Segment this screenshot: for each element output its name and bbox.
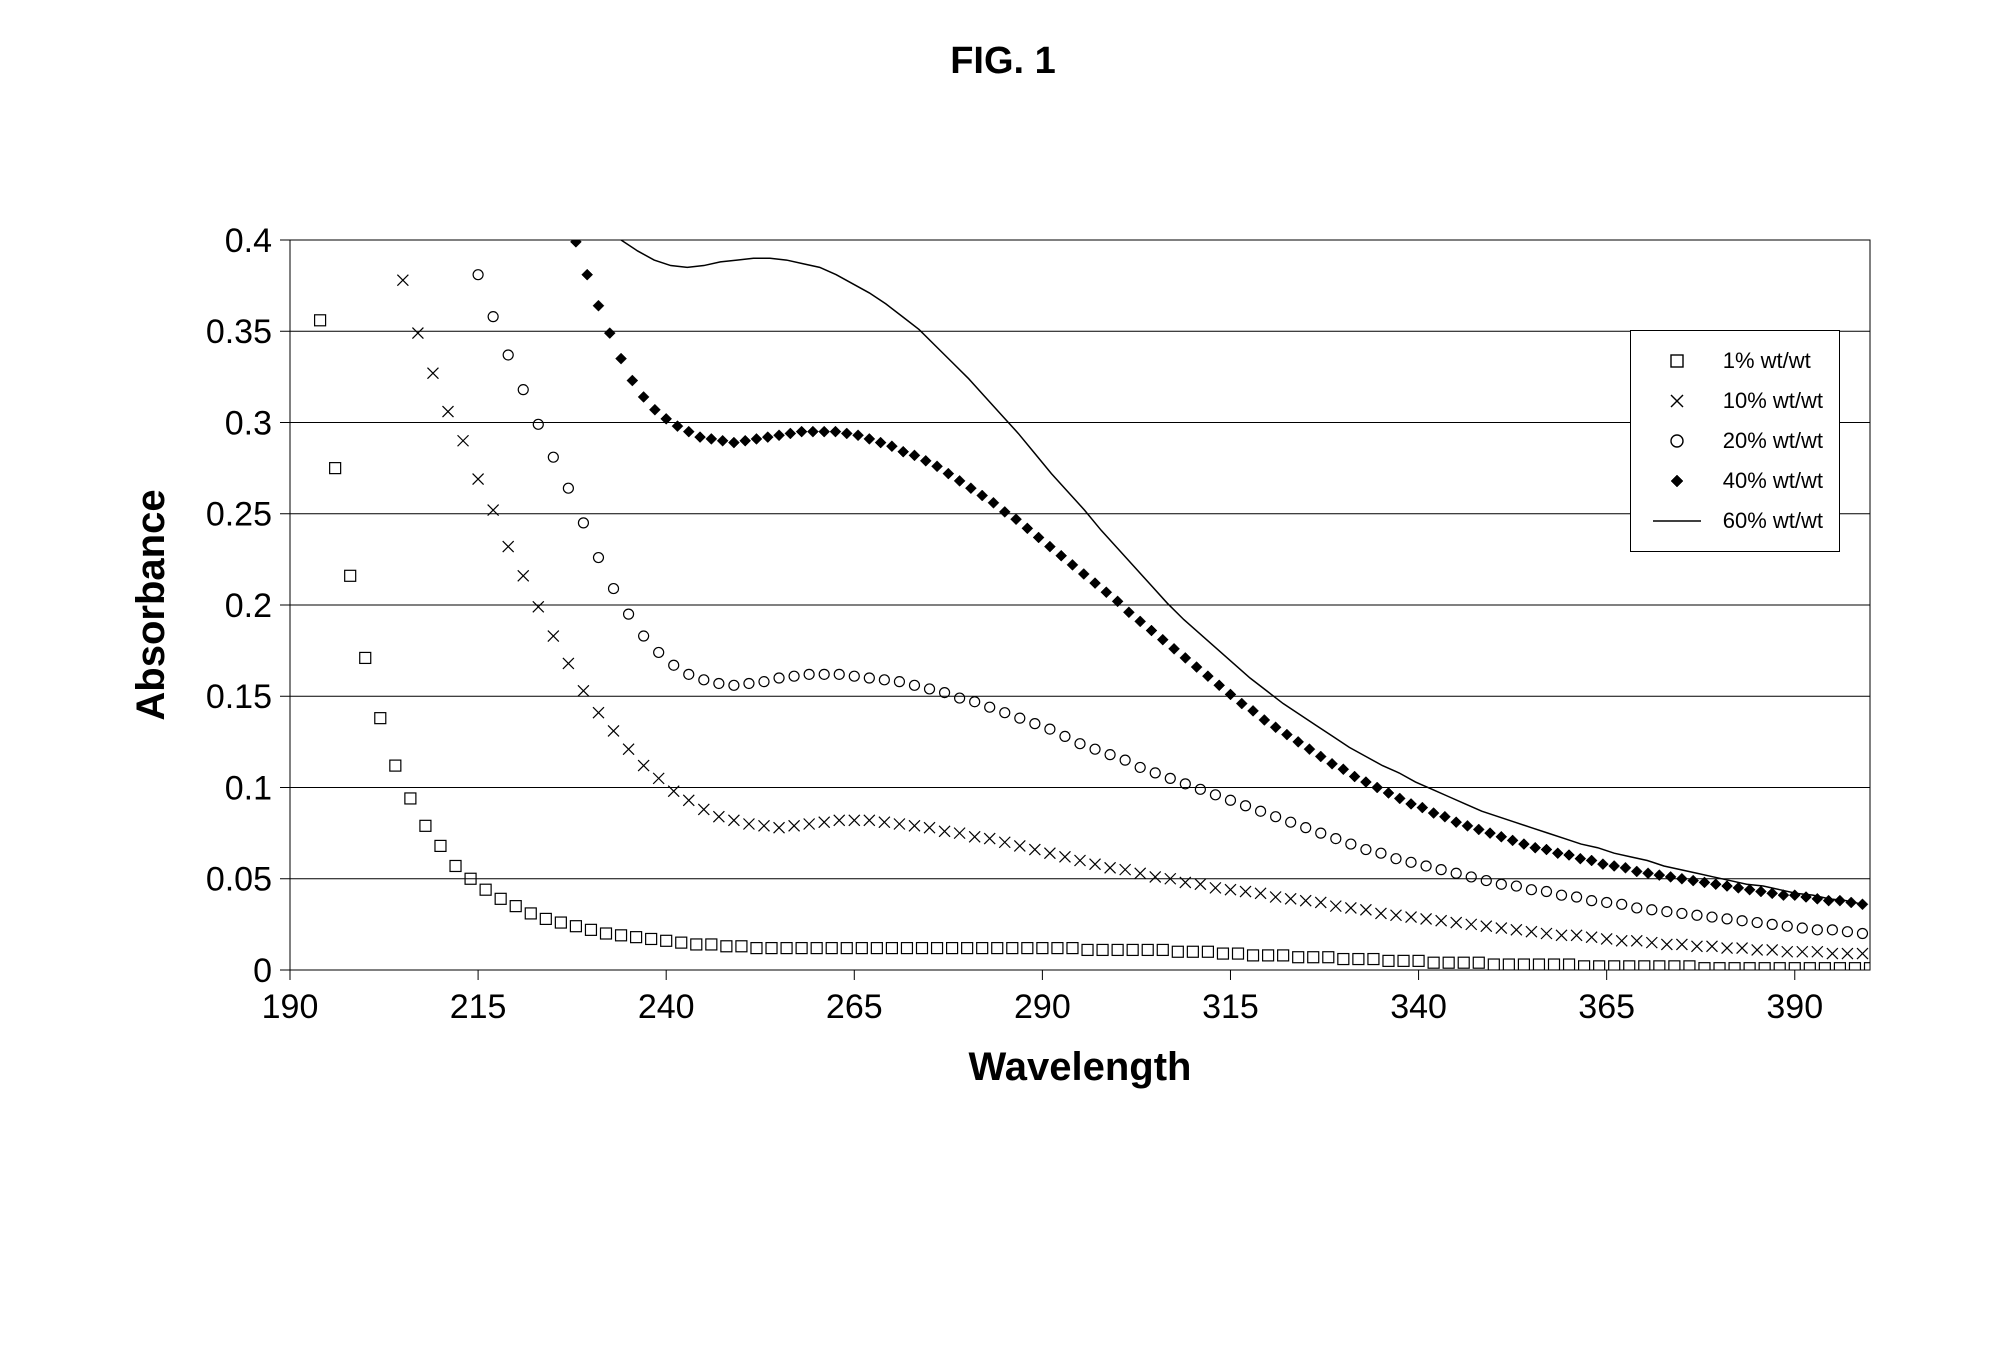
legend-label: 40% wt/wt — [1723, 468, 1823, 494]
x-axis-label: Wavelength — [969, 1045, 1192, 1089]
figure-title: FIG. 1 — [0, 40, 2006, 83]
legend-item: 1% wt/wt — [1647, 341, 1823, 381]
y-tick-label: 0.4 — [225, 222, 272, 260]
legend-label: 60% wt/wt — [1723, 508, 1823, 534]
x-tick-label: 390 — [1766, 988, 1823, 1026]
x-tick-label: 265 — [826, 988, 883, 1026]
legend-swatch — [1647, 349, 1707, 373]
x-tick-label: 340 — [1390, 988, 1447, 1026]
legend-swatch — [1647, 429, 1707, 453]
chart-svg: 190 215 240 265 290 315 340 365 390 0 0.05 0.1 0.15 0… — [130, 200, 1890, 1240]
legend-label: 20% wt/wt — [1723, 428, 1823, 454]
y-tick-label: 0.15 — [206, 678, 272, 716]
legend-swatch — [1647, 509, 1707, 533]
legend-item: 20% wt/wt — [1647, 421, 1823, 461]
legend-swatch — [1647, 389, 1707, 413]
legend-item: 60% wt/wt — [1647, 501, 1823, 541]
y-tick-label: 0.05 — [206, 861, 272, 899]
legend-item: 10% wt/wt — [1647, 381, 1823, 421]
y-tick-label: 0.25 — [206, 496, 272, 534]
legend-item: 40% wt/wt — [1647, 461, 1823, 501]
x-tick-label: 240 — [638, 988, 695, 1026]
page: FIG. 1 190 215 240 265 290 315 340 365 390 0 0.05 0… — [0, 0, 2006, 1366]
x-tick-label: 315 — [1202, 988, 1259, 1026]
y-tick-label: 0.3 — [225, 404, 272, 442]
x-tick-label: 365 — [1578, 988, 1635, 1026]
legend-swatch — [1647, 469, 1707, 493]
legend-label: 10% wt/wt — [1723, 388, 1823, 414]
y-tick-label: 0 — [253, 952, 272, 990]
y-tick-label: 0.35 — [206, 313, 272, 351]
y-tick-label: 0.2 — [225, 587, 272, 625]
y-axis-label: Absorbance — [130, 489, 173, 720]
y-tick-label: 0.1 — [225, 769, 272, 807]
x-tick-label: 215 — [450, 988, 507, 1026]
x-tick-label: 190 — [262, 988, 319, 1026]
chart-container: 190 215 240 265 290 315 340 365 390 0 0.05 0.1 0.15 0… — [130, 200, 1890, 1240]
legend-label: 1% wt/wt — [1723, 348, 1811, 374]
x-tick-label: 290 — [1014, 988, 1071, 1026]
legend: 1% wt/wt 10% wt/wt 20% wt/wt 40% wt/wt 60% w… — [1630, 330, 1840, 552]
